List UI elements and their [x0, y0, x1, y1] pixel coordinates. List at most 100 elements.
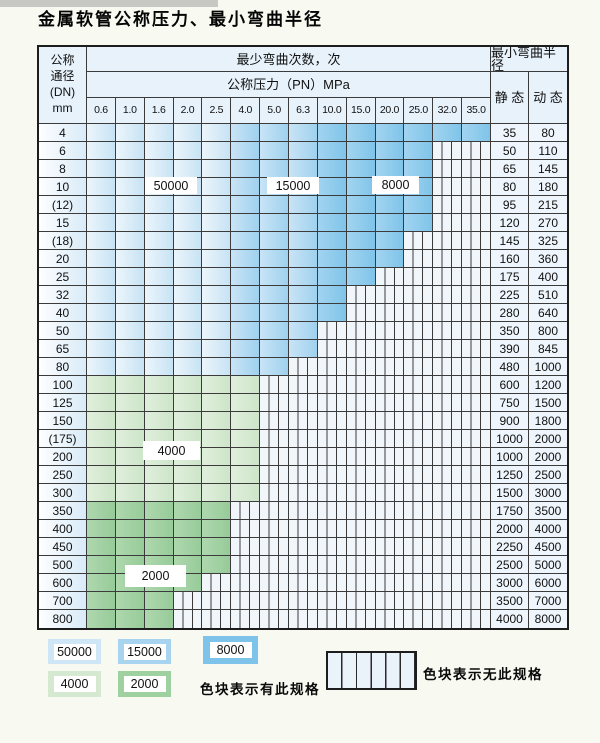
- no-spec-cell: [346, 484, 376, 502]
- static-radius-cell: 3000: [491, 574, 529, 592]
- legend-swatch-50000: 50000: [48, 639, 101, 664]
- dynamic-radius-cell: 1500: [529, 394, 567, 412]
- static-radius-cell: 35: [491, 124, 529, 142]
- spec-cell: [173, 520, 203, 538]
- spec-cell: [202, 124, 232, 142]
- spec-cell: [375, 214, 405, 232]
- no-spec-cell: [317, 322, 347, 340]
- dynamic-radius-cell: 1800: [529, 412, 567, 430]
- spec-cell: [144, 610, 174, 628]
- no-spec-cell: [433, 466, 463, 484]
- spec-cell: [202, 142, 232, 160]
- static-radius-cell: 750: [491, 394, 529, 412]
- spec-cell: [202, 520, 232, 538]
- spec-cell: [87, 574, 116, 592]
- spec-cell: [260, 160, 289, 178]
- static-radius-cell: 3500: [491, 592, 529, 610]
- no-spec-cell: [289, 358, 318, 376]
- spec-cell: [173, 196, 203, 214]
- no-spec-cell: [375, 358, 405, 376]
- static-radius-cell: 1750: [491, 502, 529, 520]
- spec-cell: [144, 412, 174, 430]
- no-spec-cell: [375, 556, 405, 574]
- spec-cell: [115, 340, 145, 358]
- no-spec-cell: [260, 610, 289, 628]
- spec-cell: [173, 394, 203, 412]
- no-spec-cell: [433, 160, 463, 178]
- spec-cell: [202, 502, 232, 520]
- spec-cell: [173, 124, 203, 142]
- legend-swatch-8000: 8000: [203, 636, 258, 664]
- dynamic-radius-cell: 6000: [529, 574, 567, 592]
- no-spec-cell: [346, 304, 376, 322]
- static-radius-cell: 280: [491, 304, 529, 322]
- no-spec-cell: [433, 286, 463, 304]
- spec-cell: [202, 430, 232, 448]
- no-spec-cell: [231, 610, 261, 628]
- dn-cell: 6: [39, 142, 87, 160]
- no-spec-cell: [346, 340, 376, 358]
- spec-cell: [173, 502, 203, 520]
- no-spec-cell: [317, 430, 347, 448]
- dynamic-radius-cell: 640: [529, 304, 567, 322]
- spec-cell: [202, 160, 232, 178]
- no-spec-cell: [346, 466, 376, 484]
- spec-cell: [115, 376, 145, 394]
- no-spec-cell: [289, 502, 318, 520]
- no-spec-cell: [231, 574, 261, 592]
- legend-no-spec-swatch: [326, 651, 417, 690]
- spec-cell: [173, 466, 203, 484]
- spec-cell: [346, 232, 376, 250]
- no-spec-cell: [433, 340, 463, 358]
- spec-cell: [202, 538, 232, 556]
- static-radius-cell: 1500: [491, 484, 529, 502]
- spec-cell: [231, 358, 261, 376]
- no-spec-cell: [404, 520, 434, 538]
- spec-cell: [462, 124, 491, 142]
- spec-cell: [260, 232, 289, 250]
- spec-cell: [87, 430, 116, 448]
- spec-cell: [317, 286, 347, 304]
- pressure-tick: 4.0: [231, 98, 261, 124]
- spec-cell: [87, 124, 116, 142]
- spec-cell: [87, 178, 116, 196]
- legend-swatch-value: 8000: [209, 642, 252, 658]
- dn-cell: 80: [39, 358, 87, 376]
- no-spec-cell: [404, 610, 434, 628]
- no-spec-cell: [462, 196, 491, 214]
- static-radius-cell: 390: [491, 340, 529, 358]
- no-spec-cell: [260, 448, 289, 466]
- dn-cell: 500: [39, 556, 87, 574]
- static-radius-cell: 1250: [491, 466, 529, 484]
- no-spec-cell: [375, 268, 405, 286]
- legend-swatch-value: 15000: [123, 643, 166, 660]
- no-spec-cell: [231, 520, 261, 538]
- spec-cell: [202, 340, 232, 358]
- dn-header-line3: (DN): [49, 85, 76, 99]
- spec-cell: [202, 304, 232, 322]
- spec-cell: [115, 358, 145, 376]
- label-15000: 15000: [267, 177, 319, 194]
- spec-cell: [115, 502, 145, 520]
- no-spec-cell: [404, 430, 434, 448]
- spec-cell: [87, 214, 116, 232]
- spec-cell: [260, 214, 289, 232]
- no-spec-cell: [289, 448, 318, 466]
- no-spec-cell: [404, 574, 434, 592]
- no-spec-cell: [433, 502, 463, 520]
- spec-cell: [231, 304, 261, 322]
- dynamic-radius-cell: 110: [529, 142, 567, 160]
- spec-cell: [202, 376, 232, 394]
- spec-cell: [115, 412, 145, 430]
- no-spec-cell: [433, 430, 463, 448]
- spec-cell: [231, 178, 261, 196]
- spec-cell: [87, 448, 116, 466]
- no-spec-cell: [404, 556, 434, 574]
- spec-cell: [346, 160, 376, 178]
- spec-cell: [375, 250, 405, 268]
- no-spec-cell: [462, 322, 491, 340]
- no-spec-cell: [404, 322, 434, 340]
- dynamic-radius-cell: 3500: [529, 502, 567, 520]
- dynamic-radius-cell: 3000: [529, 484, 567, 502]
- no-spec-cell: [462, 376, 491, 394]
